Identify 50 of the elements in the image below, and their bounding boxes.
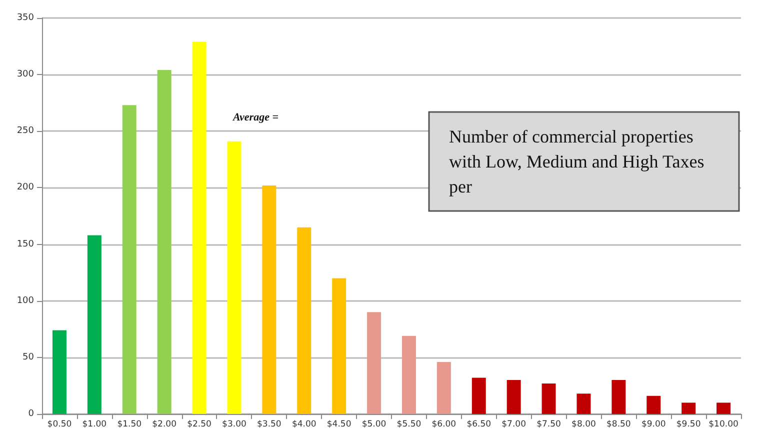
- y-tick-label: 200: [16, 182, 34, 193]
- bar: [506, 380, 521, 414]
- bar: [472, 378, 486, 414]
- x-tick-label: $10.00: [708, 420, 738, 430]
- bar: [262, 185, 276, 414]
- x-tick-label: $0.50: [47, 420, 72, 430]
- y-tick-label: 350: [16, 13, 34, 23]
- bar: [402, 336, 416, 414]
- x-tick-label: $3.50: [257, 420, 282, 430]
- y-tick-label: 250: [16, 126, 34, 136]
- bar: [716, 402, 731, 414]
- x-tick-label: $6.00: [432, 420, 456, 430]
- x-tick-label: $4.00: [292, 420, 316, 430]
- x-tick-label: $1.50: [117, 420, 142, 430]
- x-tick-label: $2.00: [152, 420, 176, 430]
- bar: [192, 42, 206, 414]
- x-tick-label: $5.50: [396, 420, 422, 430]
- bar: [646, 396, 661, 414]
- bar: [436, 362, 451, 414]
- bar: [367, 312, 382, 414]
- x-tick-label: $4.50: [326, 420, 352, 430]
- x-tick-label: $8.50: [606, 420, 631, 430]
- bar: [682, 402, 696, 414]
- x-tick-label: $7.00: [502, 420, 526, 430]
- bar: [227, 141, 242, 414]
- y-tick-label: 100: [16, 296, 34, 306]
- x-tick-label: $8.00: [572, 420, 596, 430]
- bar: [52, 330, 66, 414]
- annotation: Average =: [232, 112, 278, 124]
- bar: [87, 235, 102, 414]
- x-tick-label: $7.50: [536, 420, 561, 430]
- bar: [576, 394, 591, 414]
- x-tick-label: $6.50: [466, 420, 492, 430]
- text: Number of commercial properties with Low, Medium and High Taxes per: [449, 126, 709, 196]
- bar: [297, 227, 312, 414]
- x-tick-label: $3.00: [222, 420, 246, 430]
- bar: [612, 380, 626, 414]
- bar: [122, 105, 136, 414]
- x-tick-label: $9.50: [676, 420, 701, 430]
- x-tick-label: $9.00: [641, 420, 666, 430]
- y-tick-label: 0: [28, 409, 34, 419]
- x-tick-label: $2.50: [187, 420, 212, 430]
- x-tick-label: $1.00: [82, 420, 107, 430]
- y-tick-label: 50: [22, 352, 34, 362]
- bar: [332, 278, 346, 414]
- y-tick-label: 150: [16, 239, 34, 250]
- y-tick-label: 300: [16, 70, 34, 80]
- bar: [157, 70, 172, 414]
- x-tick-label: $5.00: [362, 420, 386, 430]
- bar: [542, 383, 556, 414]
